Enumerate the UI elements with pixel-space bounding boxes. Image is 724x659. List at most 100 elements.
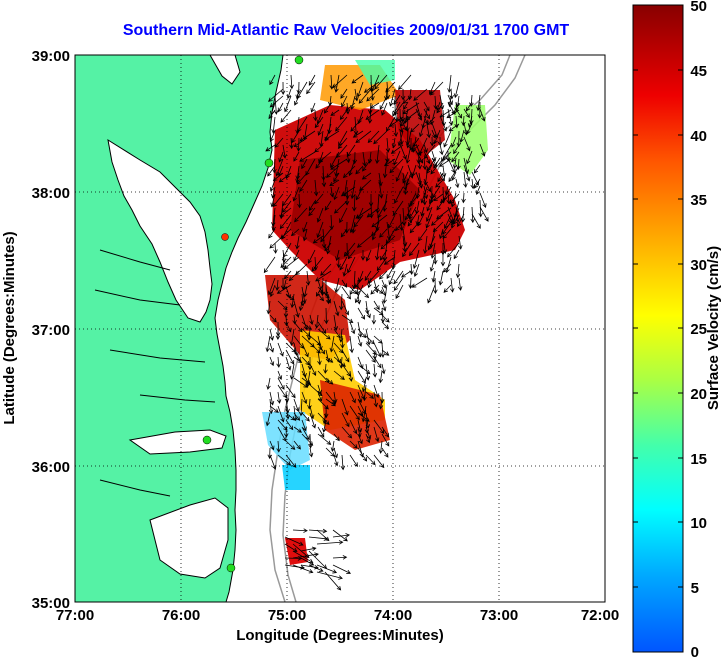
velocity-arrow <box>333 433 340 442</box>
velocity-arrow <box>373 384 380 399</box>
velocity-arrow <box>290 293 295 309</box>
velocity-arrow <box>402 95 412 104</box>
velocity-arrow <box>372 363 378 378</box>
velocity-arrow <box>297 193 302 209</box>
velocity-arrow <box>291 130 300 144</box>
velocity-arrow <box>273 95 279 115</box>
velocity-arrow <box>403 108 409 125</box>
velocity-arrow <box>285 454 297 468</box>
velocity-arrow <box>292 528 308 533</box>
velocity-arrow <box>289 328 295 347</box>
velocity-arrow <box>378 440 384 454</box>
velocity-arrow <box>381 433 390 447</box>
velocity-arrow <box>284 426 289 438</box>
velocity-arrow <box>423 143 428 154</box>
velocity-arrow <box>353 214 364 228</box>
velocity-arrow <box>277 377 285 390</box>
velocity-arrow <box>377 200 388 219</box>
velocity-arrow <box>303 284 308 298</box>
velocity-arrow <box>403 178 409 196</box>
colorbar-tick-label: 50 <box>690 0 707 15</box>
velocity-arrow <box>301 419 307 432</box>
velocity-arrow <box>300 546 317 552</box>
velocity-arrow <box>413 88 428 101</box>
velocity-arrow <box>453 144 460 155</box>
velocity-arrow <box>423 101 430 112</box>
velocity-arrow <box>373 454 385 469</box>
velocity-arrow <box>344 242 350 257</box>
velocity-arrow <box>357 207 364 220</box>
velocity-arrow <box>425 206 433 223</box>
velocity-arrow <box>356 81 364 98</box>
velocity-arrow <box>365 109 380 120</box>
velocity-arrow <box>269 179 276 192</box>
velocity-arrow <box>294 207 308 223</box>
velocity-arrow <box>357 328 367 339</box>
velocity-arrow <box>320 228 332 243</box>
velocity-arrow <box>435 179 444 188</box>
velocity-arrow <box>278 151 284 163</box>
colorbar-tick-label: 0 <box>691 644 699 659</box>
velocity-arrow <box>385 151 390 164</box>
velocity-arrow <box>456 130 462 148</box>
velocity-arrow <box>365 307 371 319</box>
rivers <box>94 249 216 497</box>
velocity-arrow <box>334 200 348 214</box>
velocity-arrow <box>408 242 420 257</box>
velocity-arrow <box>457 213 465 228</box>
velocity-arrow <box>317 342 325 355</box>
velocity-arrow <box>276 391 282 404</box>
velocity-arrow <box>340 228 348 238</box>
velocity-arrow <box>341 95 348 108</box>
velocity-arrow <box>413 263 420 277</box>
velocity-arrow <box>350 179 356 200</box>
velocity-arrow <box>375 144 380 165</box>
velocity-arrow <box>378 398 384 410</box>
velocity-arrow <box>393 123 399 137</box>
velocity-arrow <box>381 321 390 330</box>
velocity-arrow <box>333 454 339 467</box>
velocity-arrow <box>283 256 300 270</box>
velocity-arrow <box>302 228 308 242</box>
velocity-arrow <box>325 398 336 407</box>
velocity-arrow <box>449 88 454 100</box>
velocity-arrow <box>348 158 356 177</box>
velocity-arrow <box>314 193 324 205</box>
velocity-arrow <box>336 256 341 269</box>
velocity-arrow <box>341 349 350 363</box>
velocity-arrow <box>327 116 332 135</box>
velocity-arrow <box>415 143 422 157</box>
velocity-arrow <box>355 186 364 201</box>
velocity-arrow <box>317 349 322 366</box>
velocity-arrow <box>407 88 413 101</box>
velocity-arrow <box>263 256 276 274</box>
velocity-arrow <box>473 178 481 189</box>
velocity-arrow <box>285 293 295 301</box>
velocity-arrow <box>451 151 460 163</box>
velocity-arrow <box>337 137 348 149</box>
velocity-arrow <box>357 447 368 462</box>
velocity-arrow <box>265 144 276 152</box>
velocity-arrow <box>308 200 316 212</box>
velocity-arrow <box>342 165 356 179</box>
y-axis-label: Latitude (Degrees:Minutes) <box>1 231 18 424</box>
velocity-arrow <box>288 270 300 282</box>
velocity-arrow <box>316 540 344 545</box>
velocity-arrow <box>479 192 487 209</box>
velocity-arrow <box>278 172 292 183</box>
velocity-arrow <box>272 172 284 182</box>
velocity-arrow <box>349 335 354 354</box>
velocity-arrow <box>385 81 396 93</box>
velocity-arrow <box>318 151 332 163</box>
velocity-arrow <box>426 123 431 139</box>
velocity-arrow <box>295 263 308 276</box>
velocity-arrow <box>389 88 396 107</box>
velocity-arrow <box>313 179 319 197</box>
velocity-arrow <box>453 81 460 99</box>
velocity-arrow <box>277 426 287 442</box>
velocity-arrow <box>429 228 436 249</box>
velocity-arrow <box>292 543 310 559</box>
velocity-arrow <box>305 158 316 176</box>
velocity-arrow <box>438 270 444 286</box>
velocity-arrow <box>357 307 366 320</box>
